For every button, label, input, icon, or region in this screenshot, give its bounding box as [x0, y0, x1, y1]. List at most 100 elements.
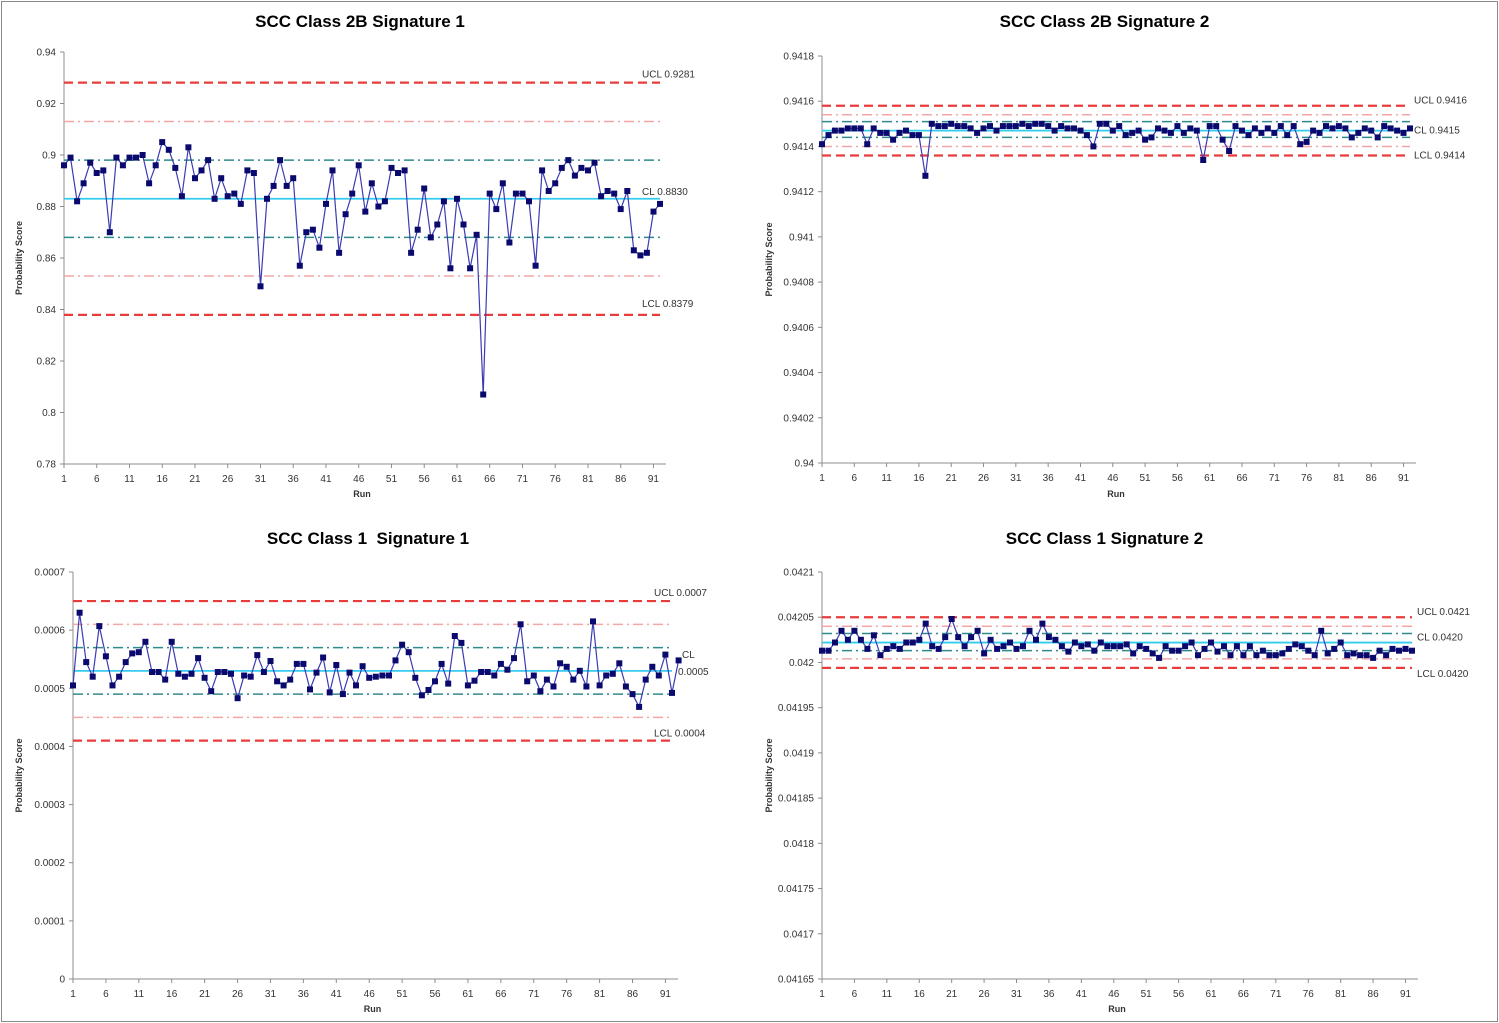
x-tick-label: 86: [1368, 989, 1380, 1000]
panel-1-signature-1: SCC Class 1 Signature 1 0 0.0001 0.0002 0.0…: [0, 512, 750, 1023]
data-point: [412, 674, 419, 681]
x-tick-label: 31: [1011, 989, 1023, 1000]
data-point: [603, 672, 610, 679]
data-point: [1363, 652, 1370, 659]
x-tick-label: 46: [1107, 473, 1119, 484]
data-point: [1058, 123, 1065, 130]
data-point: [611, 190, 618, 197]
y-tick-label: 0.78: [37, 460, 57, 471]
x-tick-label: 91: [1400, 989, 1412, 1000]
data-point: [504, 666, 511, 673]
y-tick-label: 0.0007: [34, 568, 65, 579]
y-tick-label: 0.04185: [778, 794, 815, 805]
data-point: [277, 157, 284, 164]
data-point: [362, 208, 369, 215]
x-tick-label: 51: [386, 474, 398, 485]
data-point: [1409, 647, 1415, 654]
x-tick-label: 16: [913, 473, 925, 484]
data-point: [1123, 641, 1130, 648]
data-point: [1045, 634, 1052, 641]
y-tick-label: 0.86: [37, 254, 57, 265]
data-point: [532, 262, 539, 269]
data-point: [675, 657, 682, 664]
data-point: [1350, 650, 1357, 657]
data-point: [1355, 129, 1362, 136]
data-point: [1122, 132, 1129, 139]
x-tick-label: 36: [298, 989, 310, 1000]
data-point: [165, 146, 172, 153]
chart-title: SCC Class 1 Signature 1: [266, 529, 470, 548]
data-point: [1169, 647, 1176, 654]
chart-2b-signature-2: 0.94 0.9402 0.9404 0.9406 0.9408 0.941 0.9412 0…: [764, 52, 1467, 500]
x-tick-label: 31: [255, 474, 267, 485]
data-point: [126, 154, 133, 161]
data-point: [890, 136, 897, 143]
data-point: [244, 167, 251, 174]
data-point: [211, 195, 218, 202]
data-point: [537, 688, 544, 695]
data-point: [896, 645, 903, 652]
data-point: [195, 655, 202, 662]
data-point: [1083, 132, 1090, 139]
y-tick-label: 0.9406: [783, 323, 814, 334]
data-point: [883, 645, 890, 652]
data-point: [418, 692, 425, 699]
series-line: [72, 612, 680, 709]
data-point: [967, 125, 974, 132]
data-point: [1193, 127, 1200, 134]
data-point: [637, 252, 644, 259]
data-point: [578, 164, 585, 171]
data-point: [133, 154, 139, 161]
data-point: [903, 639, 910, 646]
data-point: [1344, 652, 1351, 659]
data-point: [1026, 627, 1033, 634]
data-point: [994, 645, 1001, 652]
data-point: [414, 226, 421, 233]
y-tick-label: 0.9402: [783, 413, 814, 424]
y-tick-label: 0.0421: [783, 568, 814, 579]
data-point: [454, 195, 460, 202]
x-tick-label: 16: [166, 989, 178, 1000]
data-point: [883, 129, 890, 136]
data-point: [339, 691, 346, 698]
limit-label-cl: CL 0.8830: [642, 187, 688, 198]
chart-title: SCC Class 2B Signature 2: [999, 12, 1210, 31]
data-point: [1297, 141, 1304, 148]
x-tick-label: 51: [397, 989, 409, 1000]
data-point: [961, 123, 968, 130]
data-point: [511, 655, 517, 662]
x-tick-label: 26: [978, 473, 990, 484]
data-point: [1253, 652, 1260, 659]
data-point: [974, 627, 981, 634]
data-point: [870, 632, 877, 639]
data-point: [896, 129, 903, 136]
data-point: [942, 634, 949, 641]
data-point: [636, 703, 643, 710]
data-point: [1091, 647, 1098, 654]
data-point: [484, 669, 491, 675]
x-tick-label: 6: [103, 989, 109, 1000]
data-point: [598, 193, 605, 200]
data-point: [642, 676, 649, 683]
x-tick-label: 51: [1141, 989, 1153, 1000]
data-point: [1117, 643, 1124, 650]
data-point: [941, 123, 948, 130]
data-point: [486, 190, 493, 197]
chart-1-signature-2: 0.04165 0.0417 0.04175 0.0418 0.04185 0.0419 0…: [764, 568, 1470, 1015]
data-point: [916, 636, 923, 643]
data-point: [590, 618, 596, 625]
data-point: [1368, 127, 1375, 134]
data-point: [825, 647, 832, 654]
x-tick-label: 21: [946, 989, 958, 1000]
data-point: [218, 175, 225, 182]
data-point: [571, 172, 578, 179]
data-point: [903, 127, 909, 134]
y-tick-label: 0.042: [789, 658, 814, 669]
x-tick-label: 61: [451, 474, 463, 485]
data-point: [214, 669, 221, 675]
y-tick-label: 0.9404: [783, 368, 814, 379]
data-point: [293, 660, 300, 667]
x-tick-label: 56: [429, 989, 441, 1000]
data-point: [175, 670, 182, 677]
data-point: [1167, 129, 1174, 136]
